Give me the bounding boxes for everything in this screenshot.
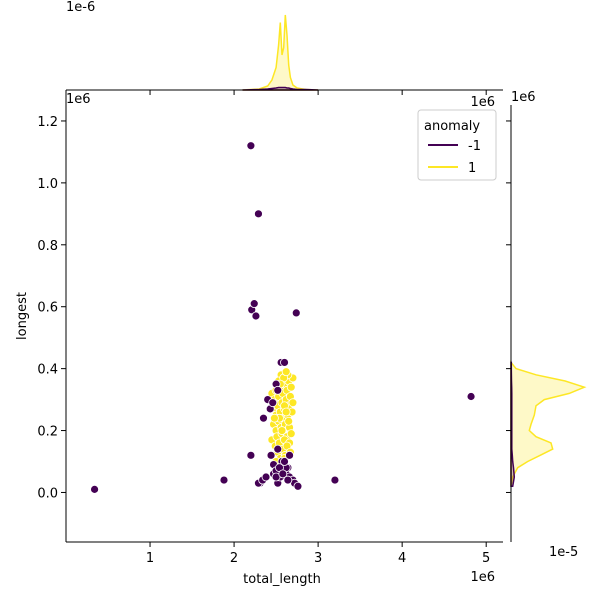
scatter-point-neg1 <box>268 398 278 408</box>
scatter-point-neg1 <box>259 413 268 423</box>
scatter-point-neg1 <box>254 209 263 219</box>
top-marginal-offset-label: 1e-6 <box>66 0 95 15</box>
scatter-point-neg1 <box>246 141 256 151</box>
scatter-point-1 <box>288 398 298 408</box>
scatter-point-neg1 <box>90 484 99 494</box>
x-offset-label: 1e6 <box>470 570 495 585</box>
top-density-1 <box>242 14 319 91</box>
scatter-point-neg1 <box>219 475 229 485</box>
right-marginal-density: 1e6 1e-5 <box>506 90 587 560</box>
legend-title: anomaly <box>424 119 480 134</box>
y-tick-label: 0.0 <box>37 486 58 501</box>
right-marginal-offset-label: 1e-5 <box>549 545 578 560</box>
x-axis-ticks: 1 2 3 4 5 <box>146 542 490 566</box>
right-density-1 <box>510 360 587 487</box>
y-axis-label: longest <box>15 292 30 340</box>
right-marginal-y-offset-label: 1e6 <box>511 90 536 105</box>
x-tick-label: 1 <box>146 551 154 566</box>
scatter-point-1 <box>281 367 291 377</box>
top-marginal-density: 1e-6 1e6 <box>66 0 503 110</box>
right-marginal-ticks <box>506 120 511 493</box>
x-tick-label: 2 <box>230 551 238 566</box>
scatter-points <box>90 141 476 494</box>
scatter-point-neg1 <box>280 457 289 466</box>
scatter-point-neg1 <box>466 392 476 401</box>
x-tick-label: 5 <box>482 551 490 566</box>
x-tick-label: 4 <box>398 551 406 566</box>
scatter-point-1 <box>270 413 279 423</box>
scatter-point-neg1 <box>293 481 303 491</box>
scatter-point-neg1 <box>278 469 288 479</box>
scatter-point-1 <box>277 426 287 435</box>
y-offset-label: 1e6 <box>66 92 91 107</box>
y-tick-label: 0.2 <box>37 425 58 440</box>
scatter-point-neg1 <box>273 444 283 454</box>
scatter-point-neg1 <box>330 475 340 485</box>
legend-label-1: 1 <box>468 161 476 176</box>
scatter-point-neg1 <box>251 311 261 321</box>
scatter-point-neg1 <box>249 299 259 309</box>
main-scatter-axes: 1 2 3 4 5 0.0 0.2 0.4 0.6 0.8 1.0 1.2 total_length… <box>15 90 503 587</box>
x-axis-label: total_length <box>243 572 321 587</box>
y-tick-label: 0.6 <box>37 301 58 316</box>
x-tick-label: 3 <box>314 551 322 566</box>
top-marginal-ticks <box>149 90 487 95</box>
scatter-point-neg1 <box>291 308 301 318</box>
scatter-point-1 <box>286 429 296 439</box>
top-marginal-curves <box>242 14 319 91</box>
scatter-point-neg1 <box>283 475 293 485</box>
y-tick-label: 0.4 <box>37 363 58 378</box>
legend-label-neg1: -1 <box>468 139 481 154</box>
scatter-point-neg1 <box>280 358 289 367</box>
scatter-point-neg1 <box>266 450 276 460</box>
top-marginal-x-offset-label: 1e6 <box>470 95 495 110</box>
y-tick-label: 1.0 <box>37 177 58 192</box>
scatter-point-neg1 <box>261 472 271 482</box>
y-tick-label: 0.8 <box>37 239 58 254</box>
scatter-point-neg1 <box>273 385 283 395</box>
scatter-point-neg1 <box>285 450 294 460</box>
scatter-point-neg1 <box>246 450 256 460</box>
right-marginal-curves <box>510 360 587 488</box>
y-axis-ticks: 0.0 0.2 0.4 0.6 0.8 1.0 1.2 <box>37 115 66 501</box>
scatter-point-1 <box>284 416 294 426</box>
scatter-point-1 <box>281 407 291 417</box>
legend: anomaly -1 1 <box>417 109 497 181</box>
y-tick-label: 1.2 <box>37 115 58 130</box>
scatter-point-1 <box>286 382 296 392</box>
